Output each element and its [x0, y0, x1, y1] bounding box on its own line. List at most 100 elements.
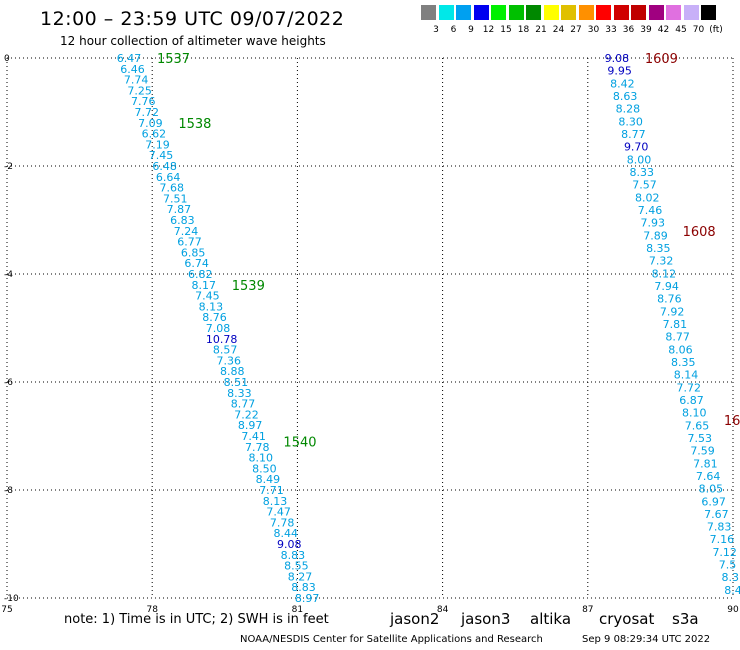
x-tick-label: 87	[582, 605, 593, 615]
legend-s3a: s3a	[672, 610, 699, 628]
scale-swatch	[438, 5, 454, 20]
wave-height-value: 7.87	[167, 203, 192, 216]
wave-height-value: 7.74	[124, 74, 149, 87]
scale-label: 45	[675, 25, 687, 35]
wave-height-value: 6.83	[170, 214, 195, 227]
x-tick-label: 84	[437, 605, 449, 615]
wave-height-value: 8.55	[284, 560, 309, 573]
wave-height-value: 6.87	[679, 394, 704, 407]
wave-height-value: 7.68	[159, 182, 184, 195]
pass-time-label: 16	[724, 414, 740, 429]
wave-height-value: 7.93	[641, 217, 666, 230]
scale-swatch	[491, 5, 506, 20]
wave-height-value: 8.77	[665, 331, 690, 344]
pass-time-label: 1538	[178, 117, 211, 132]
scale-label: 18	[517, 25, 530, 35]
legend-cryosat: cryosat	[599, 610, 655, 628]
scale-label: 12	[482, 25, 495, 35]
scale-swatch	[473, 5, 489, 20]
legend-jason2: jason2	[390, 610, 440, 628]
wave-height-value: 8.06	[668, 343, 693, 356]
wave-height-value: 9.95	[607, 65, 632, 78]
y-tick-label: -6	[4, 378, 13, 388]
scale-label: 36	[622, 25, 635, 35]
wave-height-value: 7.22	[234, 408, 259, 421]
wave-height-value: 6.64	[156, 171, 181, 184]
wave-height-value: 8.12	[652, 267, 677, 280]
scale-label: (ft)	[709, 25, 723, 35]
y-tick-label: -2	[4, 162, 13, 172]
scale-swatch	[631, 5, 646, 20]
wave-height-value: 8.14	[674, 369, 699, 382]
x-tick-label: 81	[292, 605, 303, 615]
wave-height-value: 7.51	[163, 192, 188, 205]
wave-height-value: 9.08	[277, 538, 302, 551]
wave-height-value: 8.35	[671, 356, 696, 369]
wave-height-value: 7.47	[266, 506, 291, 519]
wave-height-value: 7.24	[174, 225, 199, 238]
wave-height-value: 7.72	[135, 106, 160, 119]
wave-height-value: 7.46	[638, 204, 663, 217]
wave-height-value: 6.97	[701, 495, 726, 508]
scale-swatch	[596, 5, 611, 20]
wave-height-value: 7.36	[216, 354, 241, 367]
wave-height-value: 8.33	[227, 387, 252, 400]
wave-height-value: 8.97	[295, 592, 320, 605]
y-tick-label: -8	[4, 486, 13, 496]
wave-height-value: 7.12	[712, 546, 737, 559]
wave-height-value: 6.46	[120, 63, 145, 76]
wave-height-value: 8.3	[721, 571, 739, 584]
wave-height-value: 8.50	[252, 462, 277, 475]
wave-height-value: 8.33	[629, 166, 654, 179]
wave-height-value: 6.77	[177, 236, 202, 249]
wave-height-value: 8.30	[618, 115, 643, 128]
scale-label: 30	[587, 25, 600, 35]
x-tick-label: 78	[146, 605, 158, 615]
pass-time-label: 1540	[283, 435, 316, 450]
wave-height-value: 7.41	[241, 430, 266, 443]
scale-label: 27	[570, 25, 582, 35]
wave-height-value: 7.45	[195, 290, 220, 303]
wave-height-value: 8.35	[646, 242, 671, 255]
wave-height-value: 7.32	[649, 255, 674, 268]
wave-height-value: 8.10	[682, 407, 707, 420]
wave-height-value: 8.17	[192, 279, 217, 292]
wave-height-value: 6.47	[117, 52, 142, 65]
wave-height-value: 8.28	[616, 103, 641, 116]
legend-jason3: jason3	[461, 610, 511, 628]
wave-height-value: 8.83	[291, 581, 316, 594]
scale-label: 15	[500, 25, 512, 35]
wave-height-value: 8.83	[281, 549, 306, 562]
wave-height-value: 8.27	[288, 570, 313, 583]
scale-swatch	[526, 5, 541, 20]
wave-height-value: 8.10	[249, 452, 274, 465]
legend-altika: altika	[530, 610, 572, 628]
scale-swatch	[701, 5, 716, 20]
wave-height-value: 8.76	[657, 293, 682, 306]
map-title: 12:00 – 23:59 UTC 09/07/2022	[40, 8, 345, 30]
scale-swatch	[421, 5, 436, 20]
generation-timestamp: Sep 9 08:29:34 UTC 2022	[582, 634, 711, 645]
scale-swatch	[456, 5, 471, 20]
pass-time-label: 1608	[683, 225, 716, 240]
wave-height-value: 6.74	[184, 257, 209, 270]
x-tick-label: 75	[1, 605, 12, 615]
wave-height-value: 7.19	[145, 138, 170, 151]
wave-height-value: 7.92	[660, 305, 685, 318]
wave-height-value: 7.78	[245, 441, 270, 454]
scale-swatch	[666, 5, 681, 20]
wave-height-value: 7.45	[149, 149, 174, 162]
wave-height-value: 8.51	[224, 376, 249, 389]
scale-label: 24	[552, 25, 565, 35]
pass-time-label: 1609	[645, 52, 678, 67]
wave-height-value: 7.83	[707, 521, 732, 534]
scale-swatch	[508, 5, 524, 20]
wave-height-value: 7.53	[688, 432, 713, 445]
wave-height-value: 8.42	[610, 77, 635, 90]
scale-label: 39	[640, 25, 652, 35]
wave-height-value: 7.81	[693, 457, 718, 470]
wave-height-value: 6.85	[181, 246, 206, 259]
scale-label: 9	[468, 25, 474, 35]
wave-height-value: 9.70	[624, 141, 649, 154]
scale-swatch	[543, 5, 559, 20]
